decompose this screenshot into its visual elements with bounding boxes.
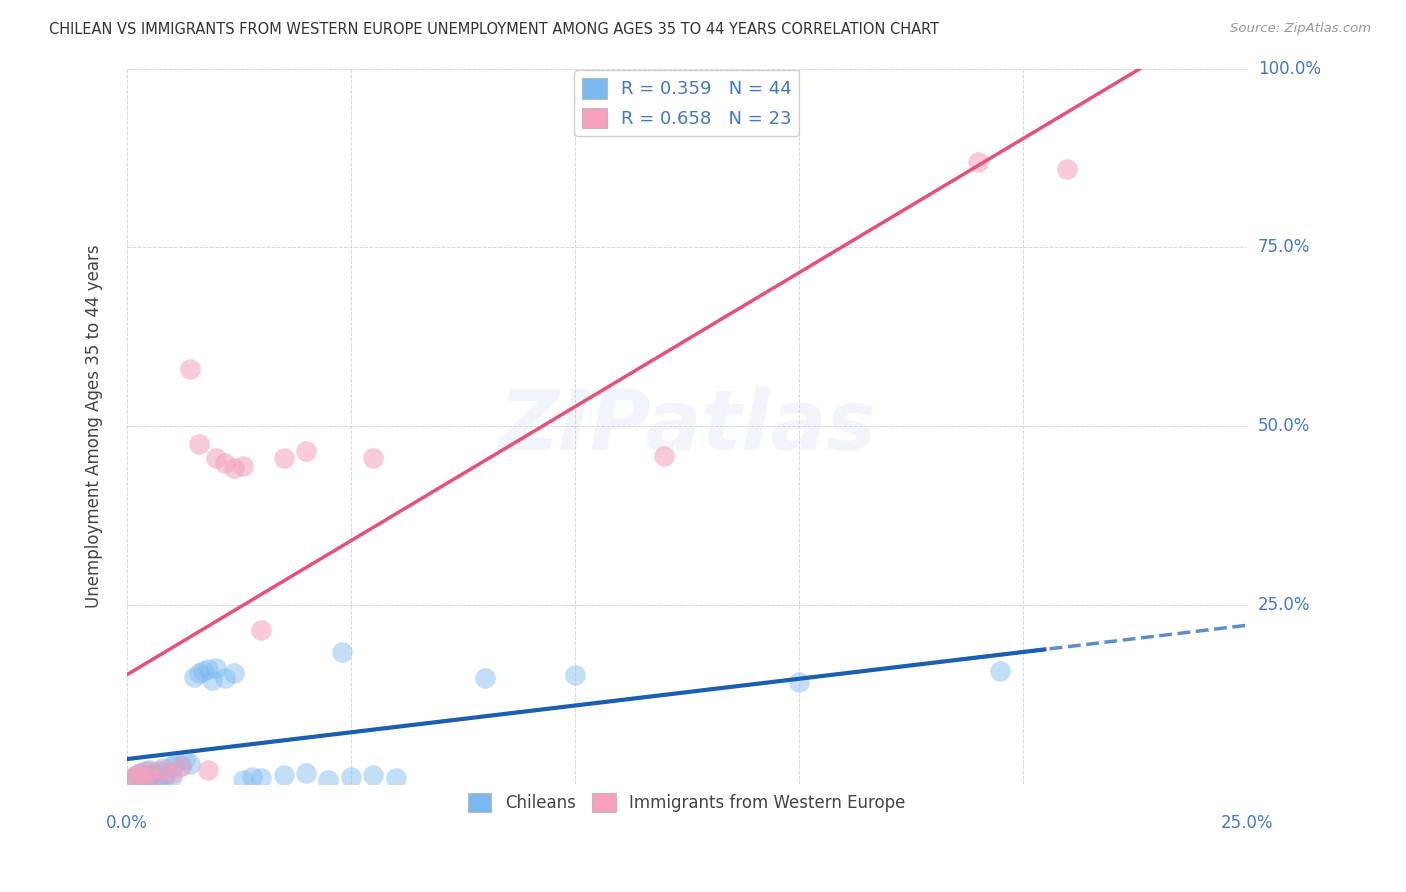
- Point: [205, 451, 228, 466]
- Point: [361, 451, 384, 466]
- Point: [160, 766, 183, 780]
- Point: [142, 766, 165, 780]
- Point: [197, 763, 219, 777]
- Text: Source: ZipAtlas.com: Source: ZipAtlas.com: [1230, 22, 1371, 36]
- Point: [201, 673, 224, 687]
- Point: [152, 763, 174, 777]
- Point: [187, 665, 209, 680]
- Point: [129, 766, 152, 780]
- Point: [250, 623, 273, 637]
- Point: [340, 770, 363, 784]
- Point: [138, 768, 160, 782]
- Point: [205, 661, 228, 675]
- Point: [142, 773, 165, 788]
- Point: [474, 671, 496, 685]
- Point: [295, 766, 318, 780]
- Point: [183, 669, 205, 683]
- Legend: Chileans, Immigrants from Western Europe: Chileans, Immigrants from Western Europe: [461, 786, 912, 819]
- Point: [330, 644, 353, 658]
- Point: [148, 770, 170, 784]
- Point: [654, 450, 676, 464]
- Point: [169, 759, 191, 773]
- Point: [318, 773, 340, 788]
- Point: [787, 675, 810, 690]
- Point: [988, 664, 1011, 678]
- Point: [129, 766, 152, 780]
- Point: [384, 771, 406, 785]
- Point: [1056, 161, 1078, 176]
- Point: [179, 756, 201, 771]
- Point: [125, 771, 148, 785]
- Point: [120, 773, 142, 788]
- Point: [224, 665, 246, 680]
- Point: [152, 773, 174, 788]
- Point: [179, 362, 201, 376]
- Point: [966, 154, 988, 169]
- Text: 25.0%: 25.0%: [1220, 814, 1272, 832]
- Point: [134, 764, 156, 778]
- Text: 75.0%: 75.0%: [1258, 238, 1310, 256]
- Point: [152, 761, 174, 775]
- Text: CHILEAN VS IMMIGRANTS FROM WESTERN EUROPE UNEMPLOYMENT AMONG AGES 35 TO 44 YEARS: CHILEAN VS IMMIGRANTS FROM WESTERN EUROP…: [49, 22, 939, 37]
- Point: [165, 756, 187, 770]
- Point: [214, 457, 236, 471]
- Point: [187, 437, 209, 451]
- Text: 0.0%: 0.0%: [105, 814, 148, 832]
- Point: [134, 773, 156, 788]
- Text: ZIPatlas: ZIPatlas: [498, 385, 876, 467]
- Point: [125, 768, 148, 782]
- Text: 25.0%: 25.0%: [1258, 596, 1310, 614]
- Point: [169, 759, 191, 773]
- Point: [160, 770, 183, 784]
- Point: [138, 763, 160, 777]
- Point: [564, 668, 586, 682]
- Point: [191, 664, 214, 678]
- Point: [232, 773, 254, 788]
- Point: [361, 768, 384, 782]
- Point: [232, 458, 254, 473]
- Point: [273, 451, 295, 466]
- Point: [148, 764, 170, 778]
- Point: [156, 766, 179, 780]
- Point: [197, 662, 219, 676]
- Point: [129, 770, 152, 784]
- Y-axis label: Unemployment Among Ages 35 to 44 years: Unemployment Among Ages 35 to 44 years: [86, 244, 103, 608]
- Point: [250, 771, 273, 785]
- Point: [125, 768, 148, 782]
- Point: [224, 460, 246, 475]
- Point: [295, 444, 318, 458]
- Point: [273, 768, 295, 782]
- Point: [214, 671, 236, 685]
- Point: [120, 771, 142, 785]
- Point: [240, 770, 263, 784]
- Point: [138, 764, 160, 778]
- Point: [142, 771, 165, 785]
- Point: [160, 759, 183, 773]
- Text: 100.0%: 100.0%: [1258, 60, 1320, 78]
- Point: [174, 752, 197, 766]
- Point: [134, 770, 156, 784]
- Text: 50.0%: 50.0%: [1258, 417, 1310, 435]
